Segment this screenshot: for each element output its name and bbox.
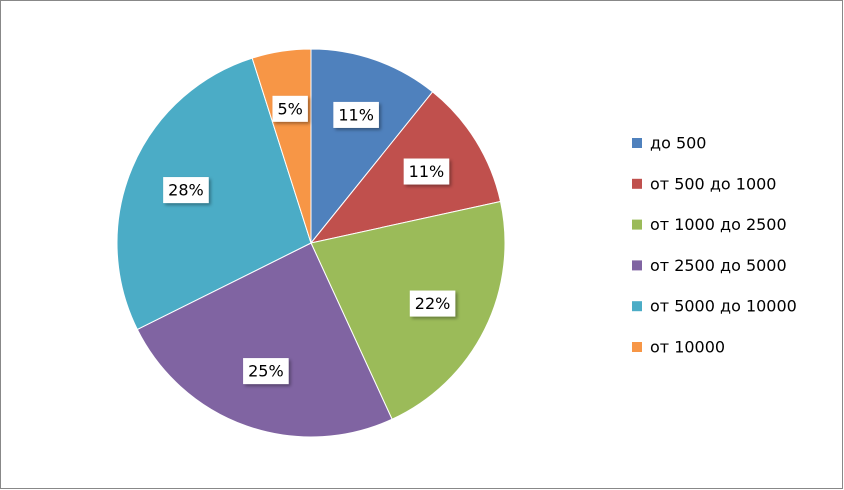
legend-swatch (632, 301, 642, 312)
data-label-text: 11% (409, 162, 445, 181)
data-label-box (272, 95, 308, 122)
pie-slice (116, 57, 312, 331)
legend-label: от 1000 до 2500 (650, 215, 787, 234)
data-label: 11% (403, 158, 450, 185)
pie-slice (310, 200, 506, 420)
legend-swatch (632, 260, 642, 271)
data-label-text: 25% (248, 362, 284, 381)
data-label: 22% (409, 290, 456, 317)
data-label-box (163, 177, 209, 204)
data-label: 28% (163, 177, 209, 204)
legend-label: от 5000 до 10000 (650, 297, 797, 316)
legend-swatch (632, 178, 642, 189)
data-label: 5% (272, 95, 308, 122)
data-label: 25% (243, 358, 289, 385)
pie-slice (310, 48, 434, 245)
legend-swatch (632, 342, 642, 352)
data-label-box (243, 358, 289, 385)
legend-label: от 500 до 1000 (650, 174, 776, 193)
pie-slice (136, 242, 393, 438)
legend-label: до 500 (650, 134, 706, 153)
data-label: 11% (333, 101, 379, 128)
data-label-box (333, 101, 379, 128)
legend-label: от 2500 до 5000 (650, 256, 787, 275)
legend-swatch (632, 219, 642, 230)
data-label-text: 22% (415, 294, 451, 313)
data-label-text: 11% (338, 105, 374, 124)
legend-swatch (632, 138, 642, 148)
data-label-box (403, 158, 450, 185)
data-label-text: 5% (277, 99, 302, 118)
data-label-box (409, 290, 456, 317)
legend-label: от 10000 (650, 338, 725, 357)
data-label-text: 28% (168, 181, 204, 200)
